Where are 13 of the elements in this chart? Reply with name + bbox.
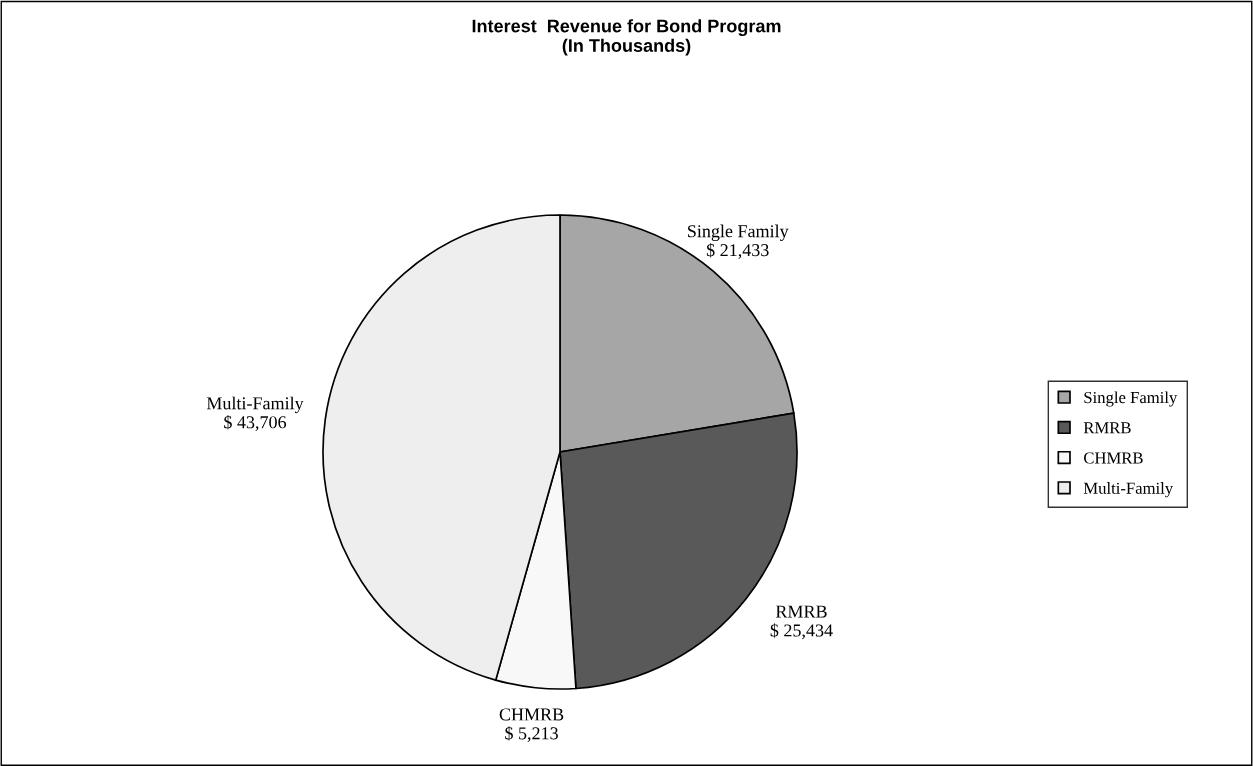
- data-label: $ 25,434: [770, 623, 833, 640]
- slice-label: CHMRB: [499, 708, 564, 721]
- slice-label: Multi-Family: [206, 396, 304, 414]
- chart-title: Interest Revenue for Bond Program (In Thousands): [472, 19, 781, 56]
- slice-label: Single Family: [688, 224, 789, 242]
- legend-label: CHMRB: [1084, 452, 1143, 464]
- data-label: $ 5,213: [505, 726, 558, 742]
- legend-label: RMRB: [1083, 422, 1131, 434]
- slice-label: RMRB: [775, 605, 827, 618]
- data-label: $ 43,706: [224, 415, 287, 431]
- data-label: $ 21,433: [706, 242, 769, 259]
- legend-label: Single Family: [1084, 391, 1178, 407]
- legend-label: Multi-Family: [1083, 482, 1174, 498]
